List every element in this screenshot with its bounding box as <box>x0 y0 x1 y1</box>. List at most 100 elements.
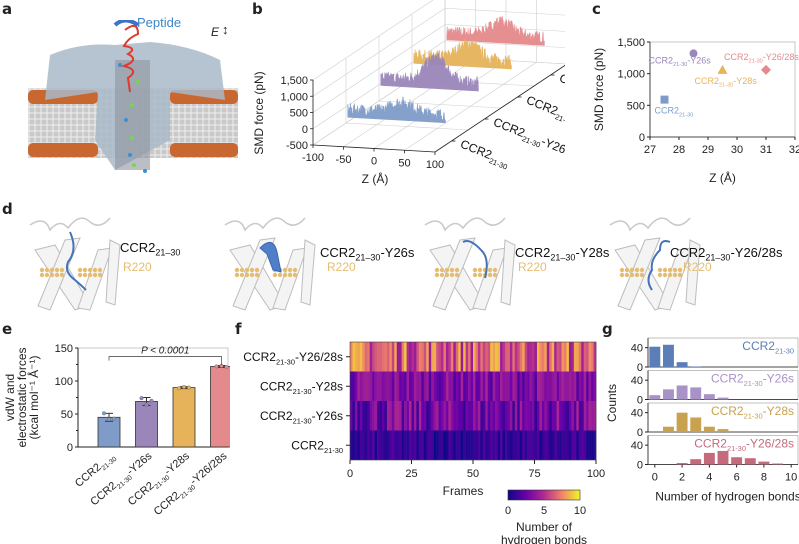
heatmap-cell <box>463 430 466 460</box>
heatmap-cell <box>381 342 385 372</box>
heatmap-cell <box>379 342 383 372</box>
heatmap-cell <box>551 371 555 401</box>
peptide-ribbon <box>113 20 140 27</box>
heatmap-cell <box>583 401 587 431</box>
beta-strand <box>685 239 701 306</box>
heatmap-cell <box>539 371 543 401</box>
x-tick-label: 27 <box>644 144 656 156</box>
heatmap-cell <box>359 430 363 460</box>
heatmap-cell <box>396 342 400 372</box>
heatmap-cell <box>568 342 572 372</box>
ions <box>118 63 147 173</box>
atom <box>472 272 478 278</box>
heatmap-cell <box>436 430 439 460</box>
heatmap-cell <box>411 342 415 372</box>
heatmap-cell <box>409 342 412 372</box>
heatmap-cell <box>396 430 400 460</box>
heatmap-cell <box>394 430 398 460</box>
histogram-bar <box>703 426 715 432</box>
heatmap-cell <box>559 430 562 460</box>
heatmap-cell <box>482 371 486 401</box>
heatmap-cell <box>544 430 548 460</box>
heatmap-cell <box>455 371 459 401</box>
heatmap-cell <box>394 371 398 401</box>
heatmap-cell <box>443 342 447 372</box>
y-tick-label: 1,500 <box>617 37 645 49</box>
x-tick-label: 8 <box>761 472 767 484</box>
heatmap-cell <box>524 430 528 460</box>
atom <box>282 267 288 273</box>
heatmap-cell <box>367 401 370 431</box>
x-tick-label: 29 <box>702 144 714 156</box>
x-tick-label: CCR221-30-Y26s <box>88 450 156 510</box>
heatmap-cell <box>443 401 447 431</box>
histogram-bar <box>731 457 743 465</box>
heatmap-cell <box>534 342 538 372</box>
atom <box>639 267 645 273</box>
heatmap-cell <box>396 401 400 431</box>
heatmap-cell <box>406 430 410 460</box>
heatmap-cell <box>460 371 464 401</box>
heatmap-cell <box>581 401 584 431</box>
heatmap-cell <box>372 371 375 401</box>
heatmap-cell <box>509 401 513 431</box>
point-circle <box>689 49 698 58</box>
heatmap-cell <box>568 430 572 460</box>
atom <box>629 272 635 278</box>
heatmap-cell <box>541 342 545 372</box>
heatmap-cell <box>541 371 545 401</box>
heatmap-cell <box>372 401 375 431</box>
heatmap-cell <box>352 371 356 401</box>
y-tick-label: 500 <box>627 100 645 112</box>
heatmap-cell <box>497 430 501 460</box>
y-tick-label: 0 <box>637 427 643 439</box>
label-main: CCR2 <box>515 245 551 260</box>
beta-strand <box>500 239 516 306</box>
heatmap-cell <box>475 342 479 372</box>
heatmap-cell <box>556 342 560 372</box>
heatmap-cell <box>448 401 452 431</box>
point-label: CCR221-30 <box>655 106 694 119</box>
heatmap-cell <box>480 371 484 401</box>
heatmap-cell <box>559 401 562 431</box>
heatmap-cell <box>468 401 471 431</box>
heatmap-cell <box>367 371 370 401</box>
heatmap-cell <box>512 401 516 431</box>
heatmap-cell <box>571 430 575 460</box>
panel-d-letter: d <box>2 200 13 218</box>
atom <box>49 267 55 273</box>
atom <box>92 272 98 278</box>
series-label: CCR221-30-Y26s <box>711 372 794 389</box>
heatmap-cell <box>561 371 565 401</box>
loop <box>609 217 691 232</box>
heatmap-cell <box>438 342 442 372</box>
series-label: CCR221-30-Y26s <box>490 115 565 162</box>
atom <box>249 272 255 278</box>
heatmap-cell <box>379 401 383 431</box>
x-axis-label: Z (Å) <box>362 171 389 186</box>
heatmap-cell <box>578 342 582 372</box>
y-tick-label: 40 <box>631 408 643 420</box>
y-axis-label: SMD force (pN) <box>592 48 606 131</box>
heatmap-cell <box>581 371 584 401</box>
atom <box>662 267 668 273</box>
heatmap-cell <box>406 342 410 372</box>
heatmap-cell <box>559 371 562 401</box>
atom <box>624 272 630 278</box>
heatmap-cell <box>369 371 373 401</box>
residue-r220-sticks <box>39 267 103 278</box>
atom <box>77 267 83 273</box>
heatmap-cell <box>394 342 398 372</box>
heatmap-cell <box>541 401 545 431</box>
heatmap-cell <box>374 401 378 431</box>
heatmap-cell <box>571 401 575 431</box>
heatmap-cell <box>576 401 580 431</box>
membrane-simulation-image <box>28 20 238 173</box>
peptide-backbone <box>462 240 488 279</box>
heatmap-cell <box>377 430 380 460</box>
beta-sheets <box>429 237 516 311</box>
heatmap-cell <box>404 342 407 372</box>
heatmap-cell <box>549 371 553 401</box>
heatmap-cell <box>426 401 430 431</box>
heatmap-cell <box>394 401 398 431</box>
